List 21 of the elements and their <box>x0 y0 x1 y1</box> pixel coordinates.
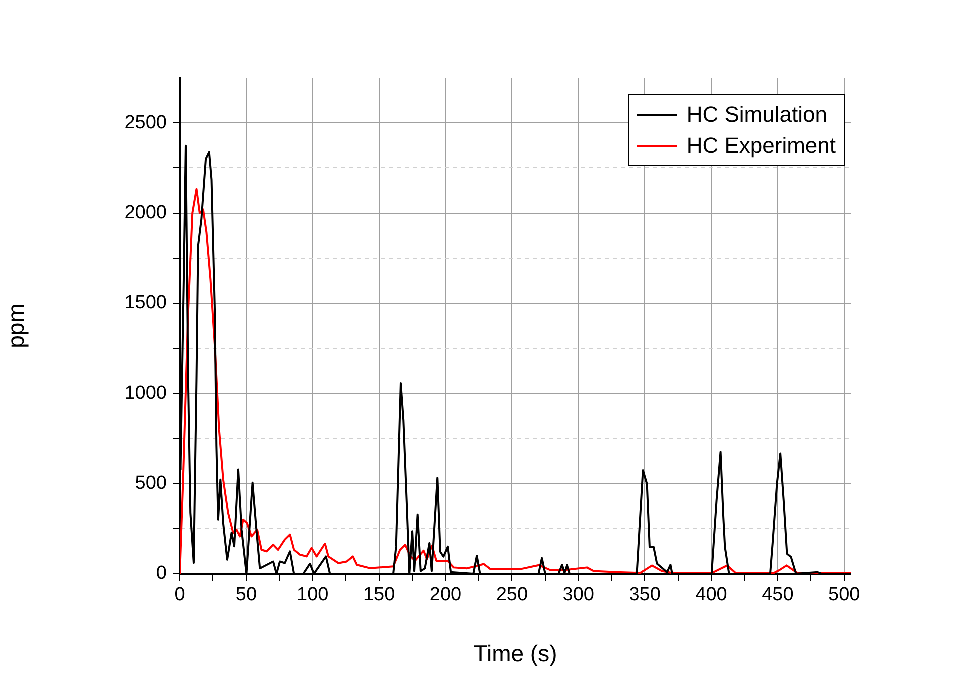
x-tick-label: 250 <box>496 584 528 606</box>
y-tick-label: 2500 <box>124 112 167 134</box>
x-axis-title: Time (s) <box>474 640 558 667</box>
y-tick-label: 2000 <box>124 202 167 224</box>
x-tick-label: 100 <box>297 584 329 606</box>
y-tick-label: 500 <box>135 473 167 494</box>
legend-label: HC Simulation <box>686 101 828 129</box>
legend-label: HC Experiment <box>686 132 836 160</box>
x-tick-label: 200 <box>430 584 462 606</box>
x-tick-label: 300 <box>562 584 594 606</box>
y-tick-label: 1000 <box>124 382 167 404</box>
x-tick-label: 0 <box>174 584 186 606</box>
x-tick-label: 450 <box>762 584 794 606</box>
y-axis-title: ppm <box>3 304 30 348</box>
x-tick-label: 150 <box>363 584 396 606</box>
y-tick-label: 1500 <box>124 292 167 314</box>
x-tick-label: 400 <box>696 584 728 606</box>
x-tick-label: 50 <box>236 584 258 606</box>
x-tick-label: 350 <box>629 584 661 606</box>
x-tick-label: 500 <box>828 584 860 606</box>
y-tick-label: 0 <box>156 563 167 584</box>
